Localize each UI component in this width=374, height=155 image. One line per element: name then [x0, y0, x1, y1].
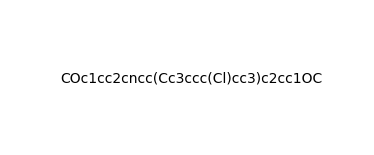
Text: COc1cc2cncc(Cc3ccc(Cl)cc3)c2cc1OC: COc1cc2cncc(Cc3ccc(Cl)cc3)c2cc1OC: [61, 71, 323, 85]
